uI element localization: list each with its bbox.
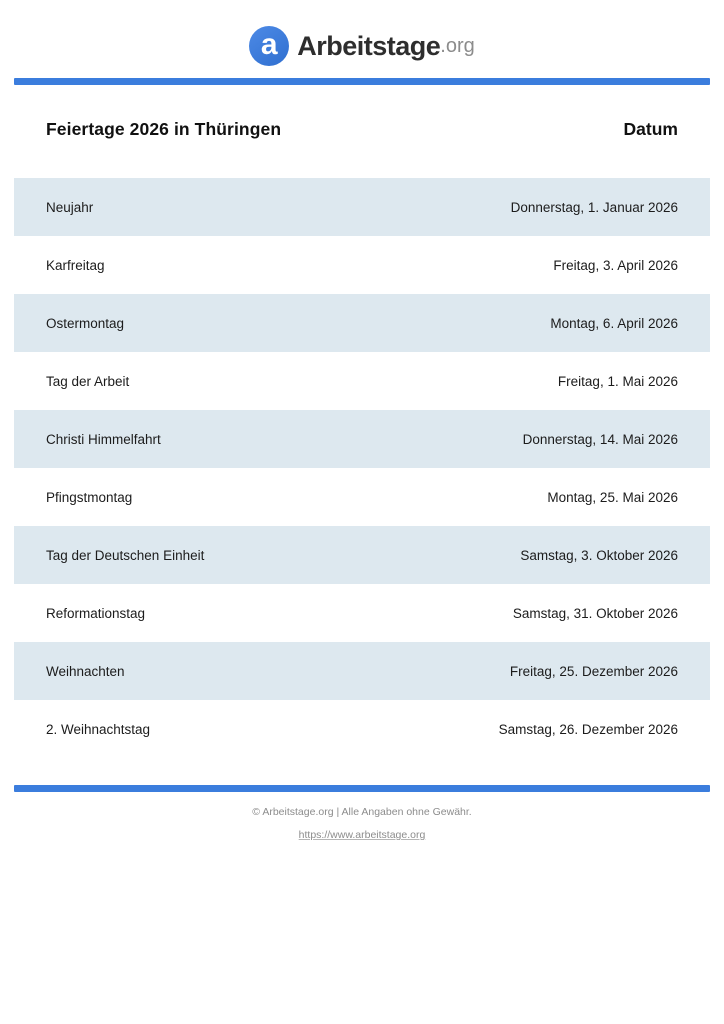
- holiday-name: Pfingstmontag: [46, 489, 133, 505]
- holiday-name: Christi Himmelfahrt: [46, 431, 161, 447]
- holiday-date: Montag, 25. Mai 2026: [547, 489, 678, 505]
- table-row: Tag der Deutschen Einheit Samstag, 3. Ok…: [14, 526, 710, 584]
- holiday-date: Freitag, 25. Dezember 2026: [509, 663, 678, 679]
- table-row: Neujahr Donnerstag, 1. Januar 2026: [14, 178, 710, 236]
- top-divider: [14, 78, 710, 85]
- table-row: Tag der Arbeit Freitag, 1. Mai 2026: [14, 352, 710, 410]
- footer: © Arbeitstage.org | Alle Angaben ohne Ge…: [0, 806, 724, 841]
- holiday-name: Neujahr: [46, 199, 94, 215]
- footer-link[interactable]: https://www.arbeitstage.org: [298, 829, 426, 841]
- holiday-table: Neujahr Donnerstag, 1. Januar 2026 Karfr…: [14, 178, 710, 758]
- holiday-date: Samstag, 26. Dezember 2026: [498, 721, 678, 737]
- table-row: 2. Weihnachtstag Samstag, 26. Dezember 2…: [14, 700, 710, 758]
- brand-name: Arbeitstage: [297, 30, 441, 61]
- holiday-name: Reformationstag: [46, 605, 146, 621]
- table-row: Karfreitag Freitag, 3. April 2026: [14, 236, 710, 294]
- holiday-date: Donnerstag, 1. Januar 2026: [510, 199, 678, 215]
- holiday-name: Karfreitag: [46, 257, 105, 273]
- table-row: Weihnachten Freitag, 25. Dezember 2026: [14, 642, 710, 700]
- holiday-name: Weihnachten: [46, 663, 125, 679]
- holiday-date: Samstag, 31. Oktober 2026: [512, 605, 678, 621]
- brand-tld: .org: [440, 34, 475, 57]
- title-bar: Feiertage 2026 in Thüringen Datum: [14, 119, 710, 140]
- holiday-name: Ostermontag: [46, 315, 125, 331]
- holiday-name: Tag der Deutschen Einheit: [46, 547, 205, 563]
- holiday-name: 2. Weihnachtstag: [46, 721, 151, 737]
- table-row: Reformationstag Samstag, 31. Oktober 202…: [14, 584, 710, 642]
- arbeitstage-logo[interactable]: a Arbeitstage .org: [249, 26, 475, 66]
- logo-letter: a: [260, 27, 278, 61]
- holiday-date: Freitag, 1. Mai 2026: [557, 373, 678, 389]
- table-row: Ostermontag Montag, 6. April 2026: [14, 294, 710, 352]
- holiday-date: Freitag, 3. April 2026: [553, 257, 678, 273]
- holiday-date: Samstag, 3. Oktober 2026: [520, 547, 678, 563]
- arbeitstage-logo-icon: a: [249, 26, 290, 66]
- table-row: Pfingstmontag Montag, 25. Mai 2026: [14, 468, 710, 526]
- date-column-header: Datum: [623, 119, 678, 139]
- page-title: Feiertage 2026 in Thüringen: [46, 119, 282, 139]
- holiday-date: Donnerstag, 14. Mai 2026: [522, 431, 678, 447]
- header: a Arbeitstage .org: [0, 0, 724, 66]
- holiday-date: Montag, 6. April 2026: [550, 315, 678, 331]
- holiday-name: Tag der Arbeit: [46, 373, 130, 389]
- copyright-text: © Arbeitstage.org | Alle Angaben ohne Ge…: [252, 806, 472, 818]
- bottom-divider: [14, 785, 710, 792]
- table-row: Christi Himmelfahrt Donnerstag, 14. Mai …: [14, 410, 710, 468]
